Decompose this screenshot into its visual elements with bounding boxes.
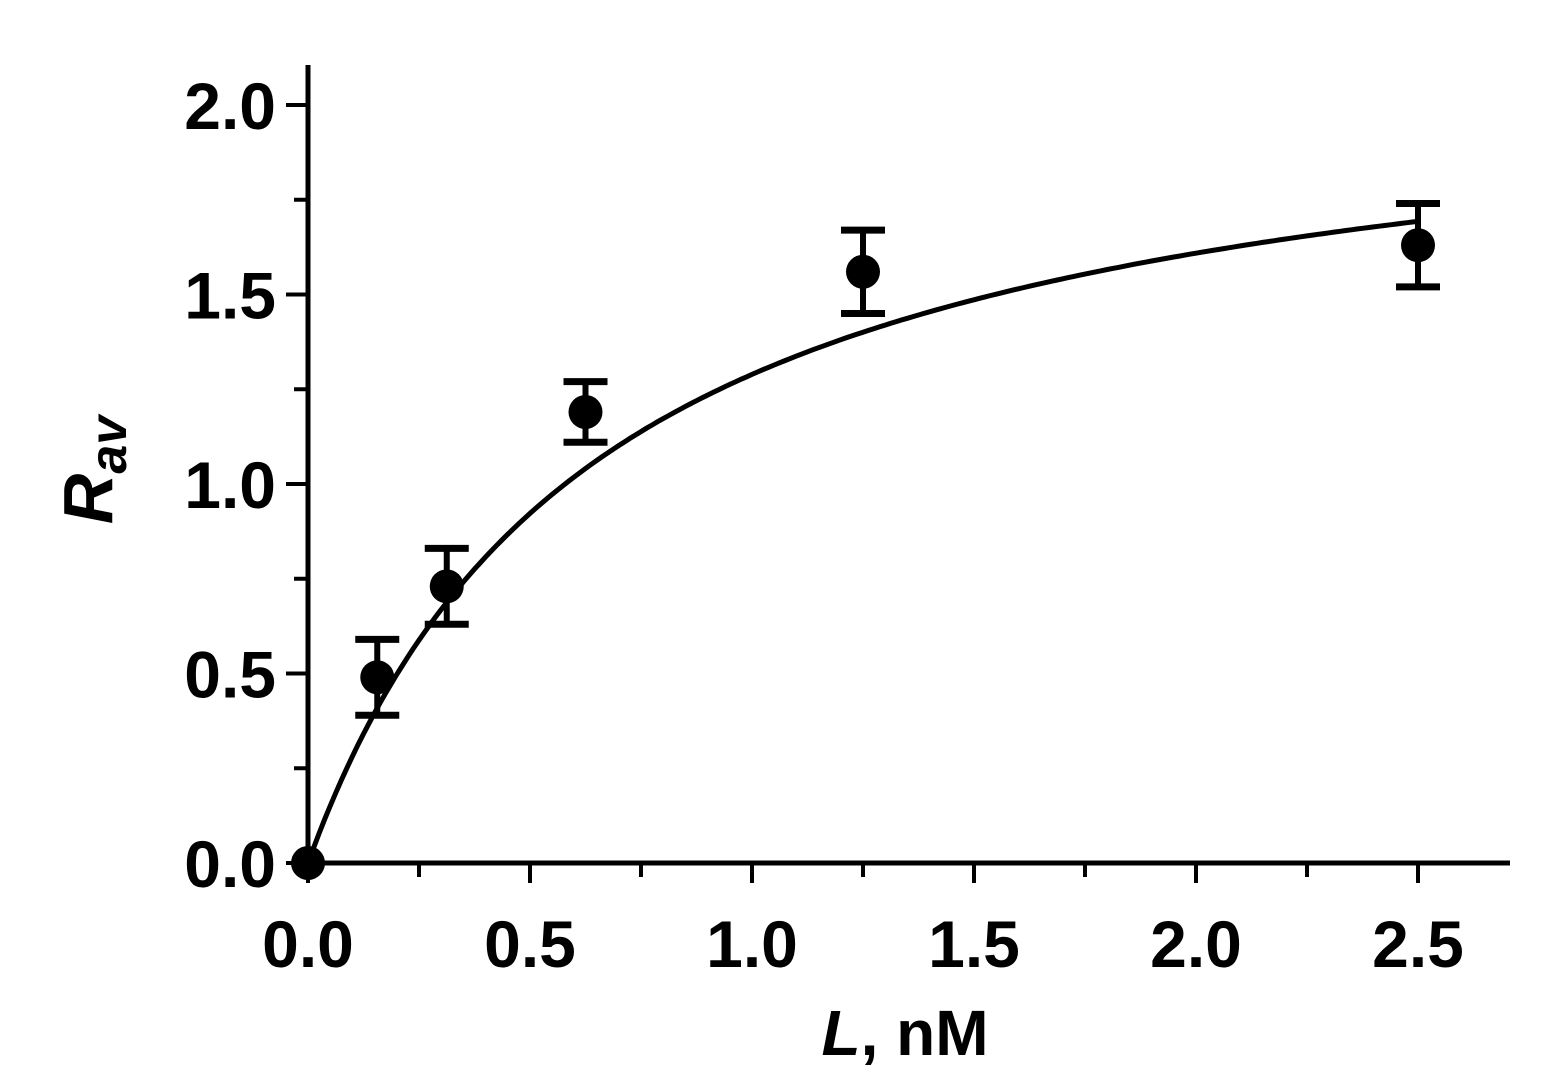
- y-tick-label: 0.5: [184, 638, 276, 712]
- x-tick-label: 2.5: [1372, 907, 1464, 981]
- data-point: [429, 569, 464, 604]
- data-point: [360, 660, 395, 695]
- y-tick-label: 0.0: [184, 827, 276, 901]
- x-tick-label: 0.5: [484, 907, 576, 981]
- x-tick-label: 0.0: [262, 907, 354, 981]
- y-tick-label: 1.5: [184, 259, 276, 333]
- tick-labels: 0.0 0.5 1.0 1.5 2.0 2.5 0.0 0.5 1.0 1.5 2.0: [184, 69, 1464, 981]
- x-tick-label: 2.0: [1150, 907, 1242, 981]
- y-axis-label: Rav: [49, 413, 138, 524]
- data-point: [846, 254, 880, 289]
- data-point: [1401, 228, 1435, 263]
- data-points: [291, 200, 1440, 880]
- data-point: [291, 846, 325, 880]
- axes: [305, 65, 1510, 866]
- x-tick-label: 1.5: [928, 907, 1020, 981]
- data-point: [568, 394, 603, 429]
- fit-curve: [305, 218, 1419, 864]
- y-tick-label: 1.0: [184, 448, 276, 522]
- x-axis-label: L, nM: [821, 997, 988, 1069]
- y-tick-label: 2.0: [184, 69, 276, 143]
- ticks: [286, 103, 1420, 883]
- x-tick-label: 1.0: [706, 907, 798, 981]
